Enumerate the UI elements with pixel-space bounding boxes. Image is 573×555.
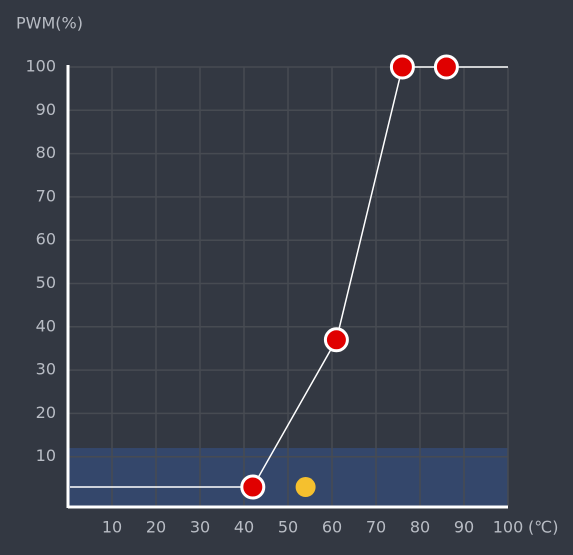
y-tick-label: 40 — [36, 316, 56, 335]
x-tick-label: 50 — [278, 518, 298, 537]
y-tick-label: 100 — [25, 57, 56, 76]
x-tick-label: 100 — [493, 518, 524, 537]
y-tick-label: 10 — [36, 446, 56, 465]
x-tick-label: 60 — [322, 518, 342, 537]
curve-point — [240, 474, 266, 500]
curve-point — [389, 54, 415, 80]
current-point — [295, 477, 316, 498]
x-tick-label: 20 — [146, 518, 166, 537]
y-tick-label: 30 — [36, 360, 56, 379]
y-tick-label: 60 — [36, 230, 56, 249]
curve — [252, 66, 447, 488]
curve-point — [323, 327, 349, 353]
y-tick-label: 70 — [36, 186, 56, 205]
x-tick-label: 80 — [410, 518, 430, 537]
y-axis-label: PWM(%) — [16, 14, 83, 33]
x-tick-label: 70 — [366, 518, 386, 537]
x-tick-label: 10 — [102, 518, 122, 537]
x-axis-label: (℃) — [528, 518, 558, 537]
y-tick-label: 90 — [36, 100, 56, 119]
curve-point — [433, 54, 459, 80]
y-tick-label: 80 — [36, 143, 56, 162]
y-tick-label: 20 — [36, 403, 56, 422]
x-tick-label: 90 — [454, 518, 474, 537]
y-tick-label: 50 — [36, 273, 56, 292]
x-tick-label: 40 — [234, 518, 254, 537]
x-tick-label: 30 — [190, 518, 210, 537]
